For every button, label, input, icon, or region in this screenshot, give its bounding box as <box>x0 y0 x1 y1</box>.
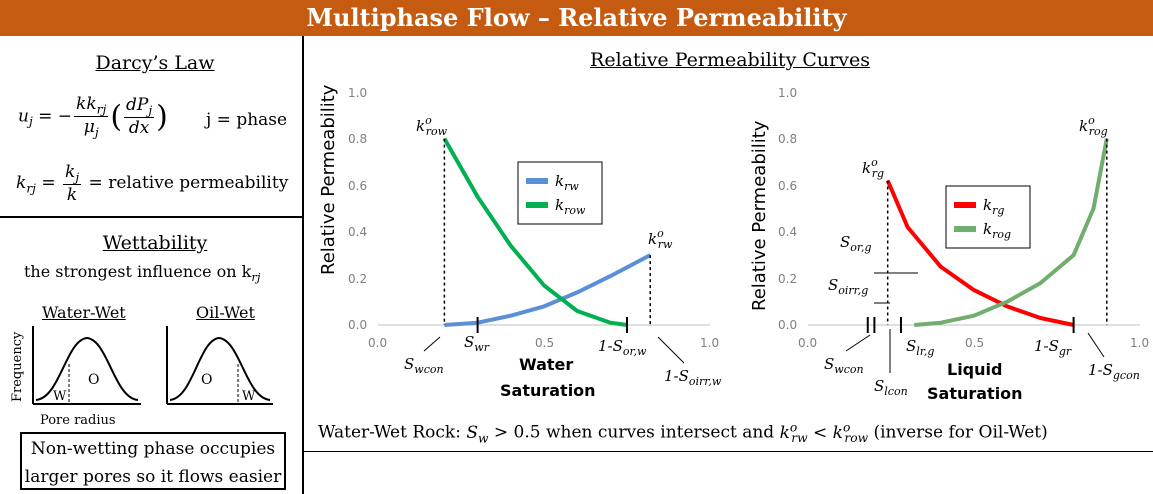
legend-krw-label: krw <box>555 172 579 193</box>
wettability-subtitle-text: the strongest influence on k <box>24 262 252 281</box>
left-ytick-0: 0.0 <box>348 318 367 332</box>
liquid-saturation-chart: Relative Permeability 0.0 0.2 0.4 0.6 0.… <box>749 86 1149 403</box>
phase-note: j = phase <box>206 110 288 130</box>
left-ytick-4: 0.8 <box>348 132 367 146</box>
ww-water-letter: W <box>53 389 67 404</box>
left-ytick-1: 0.2 <box>348 272 367 286</box>
column-divider <box>302 36 304 494</box>
sor-w-label: 1-Sor,w <box>598 337 647 358</box>
left-legend-box <box>517 161 603 225</box>
soirr-g-label: Soirr,g <box>828 276 868 297</box>
non-wetting-note: Non-wetting phase occupies larger pores … <box>20 432 286 490</box>
ww-oil-letter: O <box>88 372 99 388</box>
rule-suffix: (inverse for Oil-Wet) <box>873 422 1048 443</box>
right-bottom-divider <box>304 451 1153 452</box>
wettability-subtitle: the strongest influence on krj <box>24 262 261 285</box>
relperm-definition: krj = kj k = relative permeability <box>16 162 289 206</box>
right-plot-area <box>866 138 1109 333</box>
rule-sw-symbol: Sw <box>466 422 489 445</box>
swcon-g-arrow <box>845 334 871 352</box>
swr-label: Swr <box>464 333 490 354</box>
right-xtick-1: 0.5 <box>965 336 984 350</box>
water-wet-rule: Water-Wet Rock: Sw > 0.5 when curves int… <box>318 420 1048 445</box>
left-xtick-2: 1.0 <box>700 336 719 350</box>
right-ytick-1: 0.2 <box>778 272 797 286</box>
left-xlabel-line1: Water <box>519 355 573 374</box>
right-legend-box <box>945 185 1031 249</box>
soirr-w-arrow <box>657 336 685 364</box>
wettability-heading: Wettability <box>102 232 208 254</box>
ow-water-letter: W <box>242 389 256 404</box>
oil-wet-label: Oil-Wet <box>196 303 255 322</box>
water-saturation-chart: Relative Permeability 0.0 0.2 0.4 0.6 0.… <box>318 84 722 400</box>
left-series-k-row <box>442 137 628 327</box>
darcy-equation: uj = − kkrj μj(dPj dx) <box>18 94 168 140</box>
krow-endpoint-label: ko row <box>416 114 448 138</box>
left-xtick-1: 0.5 <box>535 336 554 350</box>
right-xlabel-line2: Saturation <box>927 384 1023 403</box>
left-ytick-3: 0.6 <box>348 179 367 193</box>
oil-wet-distribution: O W <box>166 326 273 405</box>
left-ytick-2: 0.4 <box>348 225 367 239</box>
right-ytick-3: 0.6 <box>778 179 797 193</box>
water-wet-label: Water-Wet <box>42 303 126 322</box>
slcon-label: Slcon <box>874 377 908 398</box>
sgr-label: 1-Sgr <box>1034 337 1072 358</box>
left-ytick-5: 1.0 <box>348 86 367 100</box>
swcon-g-label: Swcon <box>824 355 864 376</box>
sgcon-label: 1-Sgcon <box>1088 361 1140 382</box>
right-xtick-0: 0.0 <box>798 336 817 350</box>
darcy-heading: Darcy’s Law <box>95 52 215 74</box>
swcon-label: Swcon <box>404 355 444 376</box>
sor-g-label: Sor,g <box>840 233 872 254</box>
right-series-k-rog <box>914 138 1109 327</box>
relperm-note: = relative permeability <box>88 173 289 194</box>
page-title: Multiphase Flow – Relative Permeability <box>0 0 1153 36</box>
soirr-w-label: 1-Soirr,w <box>664 367 722 388</box>
left-plot-area <box>442 137 652 333</box>
relative-permeability-charts: Relative Permeability 0.0 0.2 0.4 0.6 0.… <box>318 84 1149 403</box>
note-line-1: Non-wetting phase occupies <box>30 439 276 459</box>
right-ytick-2: 0.4 <box>778 225 797 239</box>
note-line-2: larger pores so it flows easier <box>24 467 282 487</box>
frequency-axis-label: Frequency <box>10 331 25 402</box>
right-series-k-rg <box>885 179 1075 327</box>
right-ytick-0: 0.0 <box>778 318 797 332</box>
right-xtick-2: 1.0 <box>1130 336 1149 350</box>
right-chart-ylabel: Relative Permeability <box>749 120 770 311</box>
rule-krw-lt-krow: korw < korow <box>779 420 869 445</box>
left-section-divider <box>0 216 302 218</box>
curves-heading: Relative Permeability Curves <box>590 49 870 71</box>
ow-oil-letter: O <box>201 372 212 388</box>
krg-endpoint-label: ko rg <box>862 156 884 180</box>
left-chart-ylabel: Relative Permeability <box>318 84 339 275</box>
rule-prefix: Water-Wet Rock: <box>318 422 461 443</box>
water-wet-distribution: W O <box>32 326 141 405</box>
pore-radius-axis-label: Pore radius <box>40 413 116 428</box>
pore-distribution-diagrams: Frequency W O O W Pore radius <box>10 326 273 428</box>
right-ytick-4: 0.8 <box>778 132 797 146</box>
krw-endpoint-label: ko rw <box>648 227 673 251</box>
right-xlabel-line1: Liquid <box>947 360 1002 379</box>
krog-endpoint-label: ko rog <box>1079 114 1108 138</box>
right-ytick-5: 1.0 <box>778 86 797 100</box>
slr-g-label: Slr,g <box>906 337 934 358</box>
rule-middle: > 0.5 when curves intersect and <box>493 422 775 443</box>
left-xtick-0: 0.0 <box>368 336 387 350</box>
left-xlabel-line2: Saturation <box>500 381 596 400</box>
swcon-arrow <box>423 336 441 352</box>
sgcon-arrow <box>1087 332 1105 358</box>
